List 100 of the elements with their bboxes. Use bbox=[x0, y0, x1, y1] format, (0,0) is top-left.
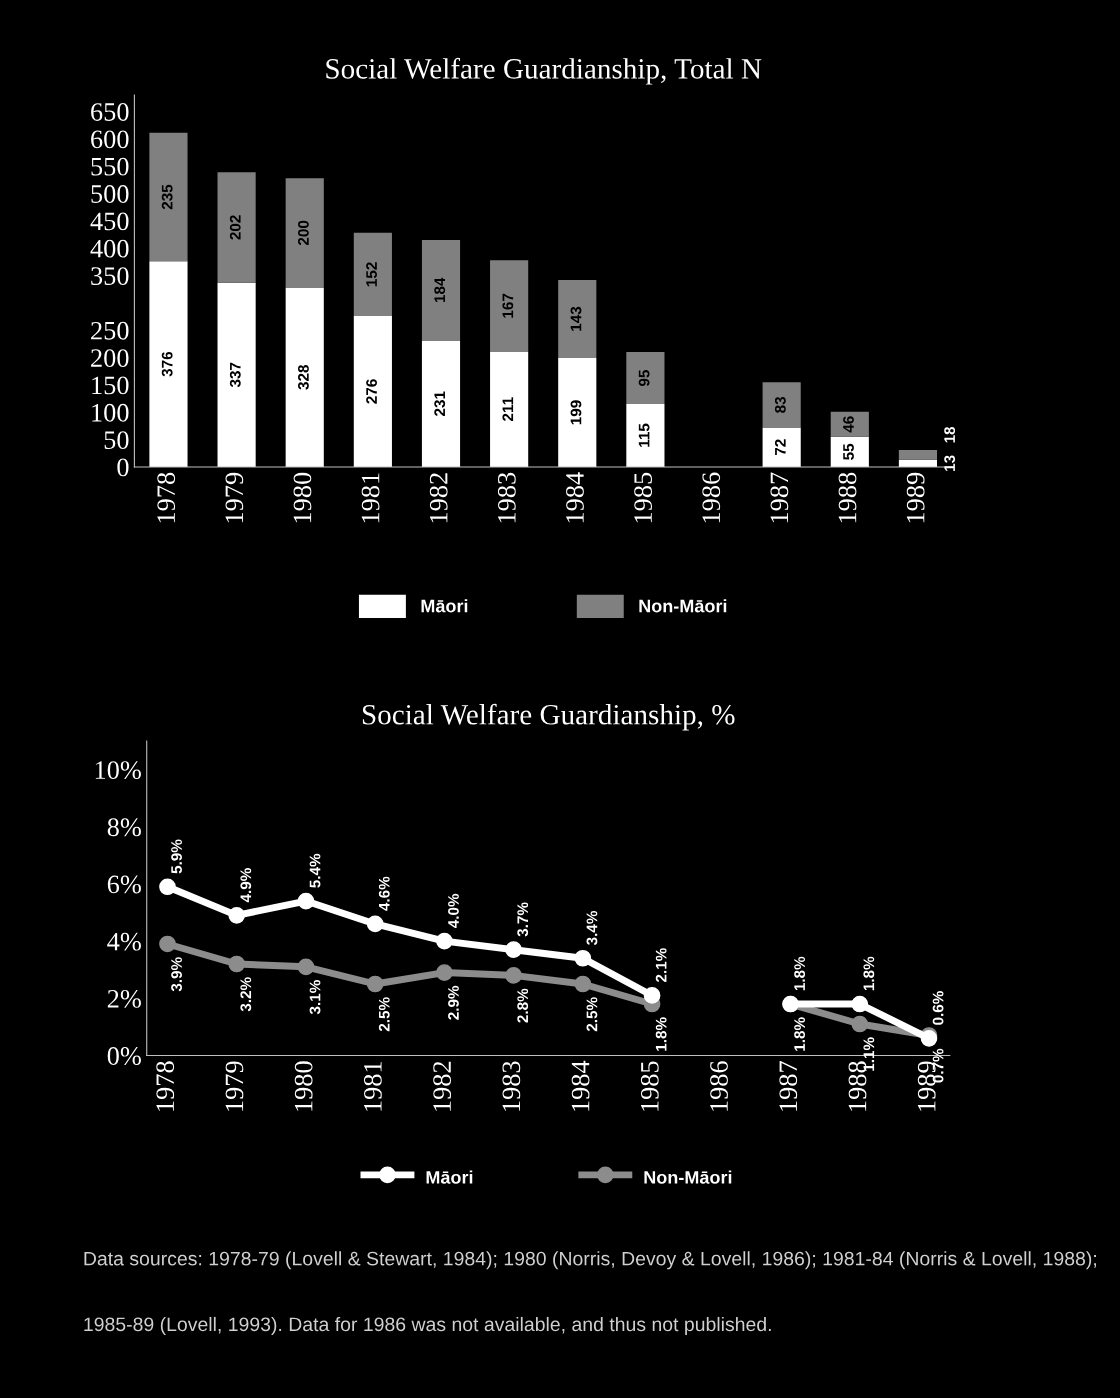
y-tick-label: 650 bbox=[91, 103, 129, 121]
bar bbox=[762, 427, 801, 467]
data-label: 115 bbox=[638, 423, 650, 447]
data-label: 4.9% bbox=[240, 868, 252, 903]
point bbox=[574, 949, 592, 967]
data-label: 143 bbox=[570, 306, 582, 331]
data-label: 46 bbox=[843, 416, 854, 433]
data-label: 2.1% bbox=[655, 948, 667, 983]
y-tick-label: 0% bbox=[107, 1047, 141, 1065]
x-tick-label: 1989 bbox=[906, 472, 925, 523]
text: Data sources: 1978-79 (Lovell & Stewart, 1984); 1980 (Norris, Devoy & Lovell, 1986); 1981-84 (Norris & Lovell, 1988); bbox=[84, 1251, 1096, 1270]
data-label: 0.6% bbox=[932, 991, 944, 1025]
x-tick-label: 1984 bbox=[571, 1060, 590, 1111]
bar bbox=[898, 449, 938, 460]
data-label: 337 bbox=[229, 362, 241, 388]
point bbox=[505, 941, 522, 959]
data-label: 2.8% bbox=[517, 988, 529, 1023]
point bbox=[643, 987, 661, 1004]
x-tick-label: 1983 bbox=[502, 1061, 521, 1111]
x-tick-label: 1986 bbox=[702, 472, 721, 523]
x-tick-label: 1980 bbox=[293, 472, 312, 523]
bar bbox=[285, 287, 324, 467]
point bbox=[851, 995, 869, 1013]
x-tick-label: 1981 bbox=[363, 1061, 382, 1111]
data-label: 1.8% bbox=[794, 956, 806, 991]
bar bbox=[149, 132, 188, 262]
data-label: 72 bbox=[774, 439, 786, 456]
y-tick-label: 50 bbox=[104, 431, 129, 449]
data-label: 200 bbox=[298, 220, 309, 246]
x-tick-label: 1981 bbox=[361, 473, 380, 523]
x-tick-label: 1982 bbox=[433, 1061, 451, 1111]
bar bbox=[490, 351, 529, 467]
text: 1985-89 (Lovell, 1993). Data for 1986 was not available, and thus not published. bbox=[84, 1316, 771, 1336]
x-tick-label: 1986 bbox=[710, 1061, 728, 1111]
bar bbox=[421, 239, 461, 341]
x-tick-label: 1985 bbox=[634, 472, 653, 523]
bar bbox=[626, 404, 665, 467]
data-label: 235 bbox=[161, 184, 173, 210]
x-tick-label: 1983 bbox=[497, 472, 516, 523]
point bbox=[505, 967, 522, 984]
legend-label: Māori bbox=[426, 1170, 473, 1184]
y-tick-label: 150 bbox=[92, 376, 129, 395]
legend-label: Non-Māori bbox=[639, 599, 727, 613]
data-label: 13 bbox=[944, 455, 956, 471]
legend-label: Māori bbox=[421, 599, 468, 613]
data-label: 211 bbox=[502, 397, 514, 422]
point bbox=[574, 975, 592, 993]
point bbox=[436, 932, 453, 950]
y-tick-label: 6% bbox=[107, 875, 141, 894]
y-tick-label: 100 bbox=[92, 403, 129, 422]
bar bbox=[421, 340, 461, 467]
data-label: 83 bbox=[774, 396, 786, 413]
point bbox=[297, 892, 315, 910]
y-tick-label: 400 bbox=[90, 239, 129, 258]
bar bbox=[626, 352, 665, 405]
bar bbox=[149, 261, 188, 467]
y-tick-label: 10% bbox=[95, 761, 141, 780]
bar bbox=[490, 260, 529, 352]
x-tick-label: 1982 bbox=[429, 473, 448, 523]
data-label: 3.4% bbox=[586, 910, 598, 946]
data-label: 231 bbox=[434, 391, 446, 416]
data-label: 2.5% bbox=[378, 997, 390, 1032]
bar bbox=[353, 232, 392, 316]
y-tick-label: 600 bbox=[91, 130, 129, 149]
point bbox=[159, 935, 176, 953]
point bbox=[159, 878, 176, 896]
data-label: 1.8% bbox=[863, 956, 875, 991]
x-tick-label: 1980 bbox=[294, 1061, 313, 1111]
point bbox=[366, 975, 384, 993]
bar bbox=[217, 172, 256, 283]
point bbox=[436, 964, 453, 981]
bar bbox=[217, 282, 256, 467]
data-label: 5.9% bbox=[171, 839, 182, 874]
x-tick-label: 1984 bbox=[566, 472, 584, 523]
data-label: 1.8% bbox=[655, 1017, 667, 1051]
data-label: 152 bbox=[366, 262, 377, 287]
y-tick-label: 4% bbox=[107, 932, 141, 951]
x-tick-label: 1988 bbox=[838, 472, 857, 523]
data-label: 199 bbox=[570, 400, 582, 425]
bar bbox=[558, 279, 597, 359]
data-label: 276 bbox=[366, 379, 377, 404]
legend-label: Non-Māori bbox=[644, 1170, 732, 1184]
bar bbox=[285, 178, 324, 288]
data-label: 4.0% bbox=[448, 893, 459, 929]
x-tick-label: 1979 bbox=[225, 472, 244, 523]
data-label: 2.9% bbox=[448, 985, 459, 1020]
x-tick-label: 1987 bbox=[770, 472, 789, 523]
x-tick-label: 1979 bbox=[225, 1061, 244, 1111]
data-label: 3.9% bbox=[171, 957, 182, 992]
data-label: 3.2% bbox=[240, 977, 252, 1012]
x-tick-label: 1978 bbox=[157, 472, 176, 523]
x-tick-label: 1985 bbox=[640, 1061, 659, 1111]
bar bbox=[353, 316, 392, 467]
data-label: 3.1% bbox=[309, 980, 321, 1015]
data-label: 18 bbox=[944, 426, 956, 443]
chart-title: Social Welfare Guardianship, % bbox=[362, 703, 735, 731]
y-tick-label: 0 bbox=[117, 458, 129, 477]
y-tick-label: 500 bbox=[91, 185, 129, 203]
point bbox=[228, 907, 246, 924]
point bbox=[297, 958, 315, 976]
